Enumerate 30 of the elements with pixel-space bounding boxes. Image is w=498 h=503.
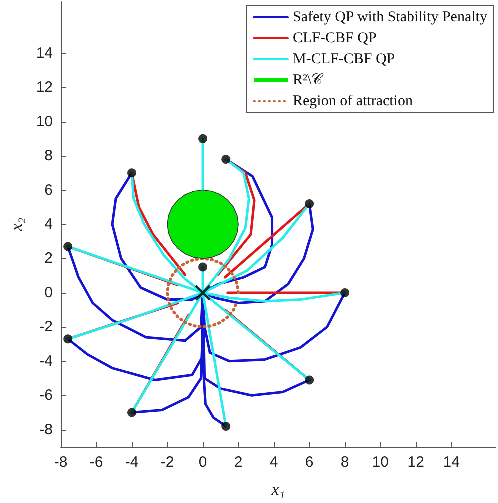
y-tick-label: 14 xyxy=(36,44,53,62)
x-axis-title: x₁ xyxy=(270,480,286,499)
y-tick-label: 4 xyxy=(44,216,53,233)
legend-label: R²\𝒞 xyxy=(293,72,325,88)
y-tick-label: 0 xyxy=(44,284,53,302)
x-tick-label: 8 xyxy=(340,454,350,471)
x-tick-label: 12 xyxy=(408,454,424,471)
y-tick-label: 10 xyxy=(36,113,53,130)
y-tick-label: 2 xyxy=(44,250,53,268)
y-tick-label: -6 xyxy=(40,387,53,404)
y-tick-label: 6 xyxy=(44,182,53,199)
y-tick-label: -8 xyxy=(40,421,53,438)
y-tick-label: -4 xyxy=(40,352,53,370)
y-tick-label: 8 xyxy=(44,148,53,165)
x-tick-label: 14 xyxy=(443,454,460,471)
legend-label: CLF-CBF QP xyxy=(293,30,377,46)
x-tick-label: 2 xyxy=(234,454,243,471)
x-tick-label: -2 xyxy=(160,454,174,471)
x-tick-label: 10 xyxy=(372,454,389,471)
x-tick-label: 6 xyxy=(305,454,314,471)
legend-label: M-CLF-CBF QP xyxy=(293,52,396,68)
y-tick-label: 12 xyxy=(36,79,53,96)
legend-label: Safety QP with Stability Penalty xyxy=(293,10,488,26)
y-tick-label: -2 xyxy=(40,318,53,336)
legend-label: Region of attraction xyxy=(293,94,414,110)
x-tick-label: -6 xyxy=(90,454,104,471)
x-tick-label: 4 xyxy=(270,454,278,471)
x-tick-label: 0 xyxy=(198,454,208,471)
x-tick-label: -4 xyxy=(125,454,139,471)
y-axis-title: x₂ xyxy=(7,218,26,232)
